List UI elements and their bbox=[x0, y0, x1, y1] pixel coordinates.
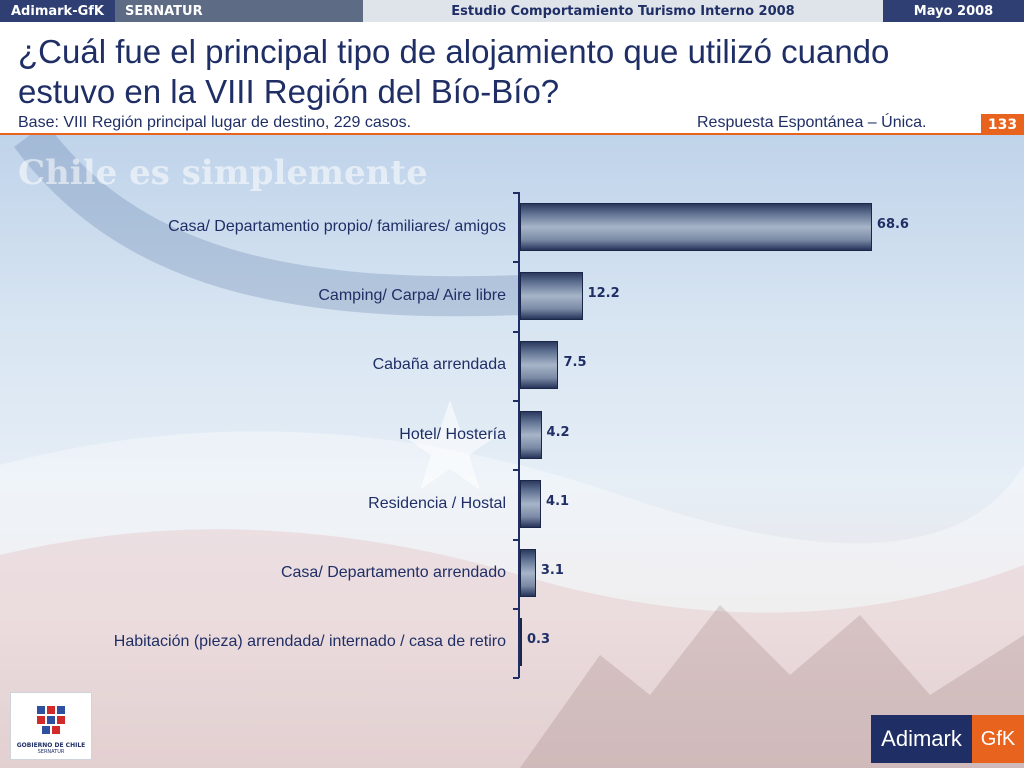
adimark-logo-text: Adimark bbox=[871, 715, 972, 763]
background-scenery bbox=[0, 135, 1024, 768]
data-label: 68.6 bbox=[876, 216, 909, 232]
axis-tick bbox=[513, 399, 519, 402]
category-label: Residencia / Hostal bbox=[368, 494, 506, 512]
data-label: 7.5 bbox=[563, 355, 587, 371]
response-type-note: Respuesta Espontánea – Única. bbox=[697, 114, 927, 131]
category-label: Casa/ Departamento arrendado bbox=[280, 564, 506, 582]
client-label: SERNATUR bbox=[115, 0, 363, 22]
date-label: Mayo 2008 bbox=[883, 0, 1024, 22]
gobierno-de-chile-logo: GOBIERNO DE CHILE SERNATUR bbox=[10, 692, 92, 760]
axis-tick bbox=[513, 607, 519, 610]
axis-tick bbox=[513, 677, 519, 680]
bar bbox=[520, 410, 542, 459]
adimark-gfk-logo: Adimark GfK bbox=[871, 715, 1024, 763]
chart-axis bbox=[518, 192, 520, 678]
data-label: 4.1 bbox=[546, 493, 570, 509]
bar bbox=[520, 479, 542, 528]
category-label: Casa/ Departamentio propio/ familiares/ … bbox=[168, 217, 506, 235]
gov-logo-line1: GOBIERNO DE CHILE bbox=[16, 742, 86, 749]
bar bbox=[520, 618, 522, 667]
data-label: 4.2 bbox=[546, 424, 570, 440]
brand-label: Adimark-GfK bbox=[0, 0, 115, 22]
study-label: Estudio Comportamiento Turismo Interno 2… bbox=[363, 0, 883, 22]
page-number-badge: 133 bbox=[981, 114, 1024, 135]
bar-chart: Casa/ Departamentio propio/ familiares/ … bbox=[0, 135, 1024, 768]
bar bbox=[520, 202, 872, 251]
top-bar: Adimark-GfK SERNATUR Estudio Comportamie… bbox=[0, 0, 1024, 22]
category-label: Hotel/ Hostería bbox=[399, 425, 506, 443]
bar bbox=[520, 341, 559, 390]
data-label: 3.1 bbox=[540, 563, 564, 579]
axis-tick bbox=[513, 261, 519, 264]
axis-tick bbox=[513, 192, 519, 194]
slide-header: ¿Cuál fue el principal tipo de alojamien… bbox=[0, 22, 1024, 135]
gfk-logo-text: GfK bbox=[972, 715, 1024, 763]
bar bbox=[520, 271, 583, 320]
data-label: 12.2 bbox=[587, 285, 620, 301]
slide-title: ¿Cuál fue el principal tipo de alojamien… bbox=[18, 33, 890, 110]
axis-tick bbox=[513, 538, 519, 541]
background-ghost-text: Chile es simplemente bbox=[18, 153, 428, 193]
bar bbox=[520, 549, 536, 598]
base-note: Base: VIII Región principal lugar de des… bbox=[18, 114, 412, 131]
category-label: Habitación (pieza) arrendada/ internado … bbox=[113, 633, 506, 651]
axis-tick bbox=[513, 330, 519, 333]
category-label: Camping/ Carpa/ Aire libre bbox=[318, 286, 506, 304]
category-label: Cabaña arrendada bbox=[372, 356, 506, 374]
gov-logo-line2: SERNATUR bbox=[37, 749, 65, 755]
axis-tick bbox=[513, 469, 519, 472]
gov-emblem-icon bbox=[37, 706, 65, 734]
data-label: 0.3 bbox=[527, 632, 551, 648]
header-divider bbox=[0, 133, 1024, 135]
